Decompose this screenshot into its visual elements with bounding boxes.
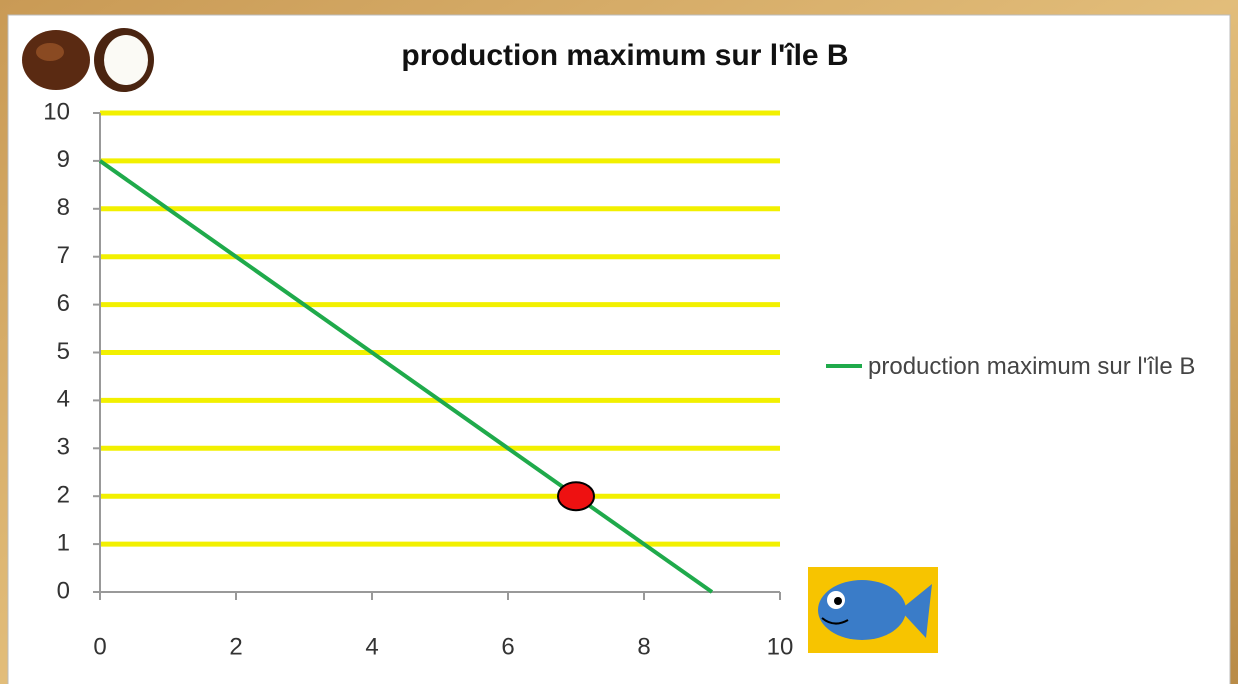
x-tick-label: 4 xyxy=(365,633,378,660)
y-tick-label: 5 xyxy=(57,338,70,365)
coconut-icon xyxy=(22,28,154,92)
x-tick-label: 0 xyxy=(93,633,106,660)
chart-title: production maximum sur l'île B xyxy=(401,39,848,72)
x-tick-label: 8 xyxy=(637,633,650,660)
y-tick-label: 10 xyxy=(43,98,70,125)
x-tick-label: 2 xyxy=(229,633,242,660)
y-tick-label: 1 xyxy=(57,529,70,556)
y-tick-label: 6 xyxy=(57,290,70,317)
y-tick-label: 4 xyxy=(57,386,70,413)
fish-icon xyxy=(808,567,938,653)
legend-label: production maximum sur l'île B xyxy=(868,353,1196,380)
x-tick-label: 10 xyxy=(767,633,794,660)
y-tick-label: 7 xyxy=(57,242,70,269)
chart-panel xyxy=(7,14,1231,684)
y-tick-label: 3 xyxy=(57,434,70,461)
y-tick-label: 9 xyxy=(57,146,70,173)
y-tick-label: 0 xyxy=(57,577,70,604)
x-tick-label: 6 xyxy=(501,633,514,660)
y-tick-label: 2 xyxy=(57,482,70,509)
data-line xyxy=(98,159,714,594)
highlight-point xyxy=(557,481,595,512)
y-tick-label: 8 xyxy=(57,194,70,221)
